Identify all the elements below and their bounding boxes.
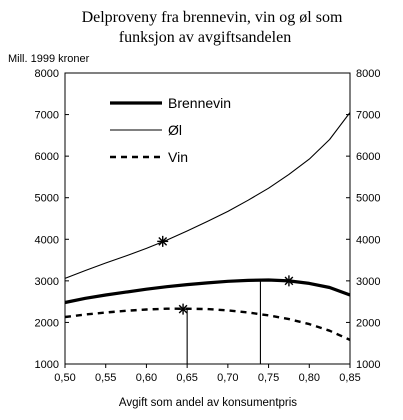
y-tick-right-label: 6000 [356, 151, 380, 163]
reference-lines [186, 280, 261, 364]
y-axis-left: 1000 2000 3000 4000 5000 6000 7000 8000 [35, 68, 69, 371]
y-tick-right-label: 8000 [356, 68, 380, 80]
marker-brennevin [283, 275, 295, 287]
x-tick-label: 0,60 [136, 372, 157, 384]
y-tick-left-label: 1000 [35, 359, 59, 371]
series-line-vin [64, 307, 351, 341]
marker-ol [157, 235, 169, 247]
series-lines [64, 112, 351, 341]
x-tick-label: 0,75 [258, 372, 279, 384]
chart-title-line-2: funksjon av avgiftsandelen [119, 29, 291, 46]
y-tick-right-label: 1000 [356, 359, 380, 371]
y-tick-right-label: 2000 [356, 317, 380, 329]
chart-title-line-1: Delproveny fra brennevin, vin og øl som [82, 9, 343, 26]
y-tick-left-label: 6000 [35, 151, 59, 163]
y-tick-right-label: 4000 [356, 234, 380, 246]
y-axis-unit-label: Mill. 1999 kroner [8, 53, 90, 65]
legend-label-vin: Vin [168, 149, 188, 165]
legend-label-ol: Øl [168, 122, 182, 138]
chart-title: Delproveny fra brennevin, vin og øl som … [82, 9, 343, 46]
y-tick-right-label: 5000 [356, 193, 380, 205]
x-axis-label: Avgift som andel av konsumentpris [119, 397, 297, 409]
y-tick-left-label: 3000 [35, 276, 59, 288]
y-tick-right-label: 7000 [356, 110, 380, 122]
legend-label-brennevin: Brennevin [168, 95, 231, 111]
series-markers [157, 235, 295, 315]
x-tick-label: 0,80 [299, 372, 320, 384]
y-tick-left-label: 2000 [35, 317, 59, 329]
x-tick-label: 0,55 [95, 372, 116, 384]
plot-area [64, 72, 351, 365]
series-line-ol [64, 112, 351, 279]
x-tick-label: 0,50 [54, 372, 75, 384]
x-axis: 0,50 0,55 0,60 0,65 0,70 0,75 0,80 0,85 [54, 364, 361, 384]
series-line-brennevin [64, 278, 351, 305]
y-tick-left-label: 5000 [35, 193, 59, 205]
x-tick-label: 0,85 [339, 372, 360, 384]
marker-vin [177, 303, 189, 315]
y-tick-left-label: 7000 [35, 110, 59, 122]
y-tick-right-label: 3000 [356, 276, 380, 288]
y-tick-left-label: 8000 [35, 68, 59, 80]
legend: Brennevin Øl Vin [110, 95, 231, 165]
y-tick-left-label: 4000 [35, 234, 59, 246]
x-tick-label: 0,70 [217, 372, 238, 384]
y-axis-right: 1000 2000 3000 4000 5000 6000 7000 8000 [346, 68, 380, 371]
x-tick-label: 0,65 [176, 372, 197, 384]
